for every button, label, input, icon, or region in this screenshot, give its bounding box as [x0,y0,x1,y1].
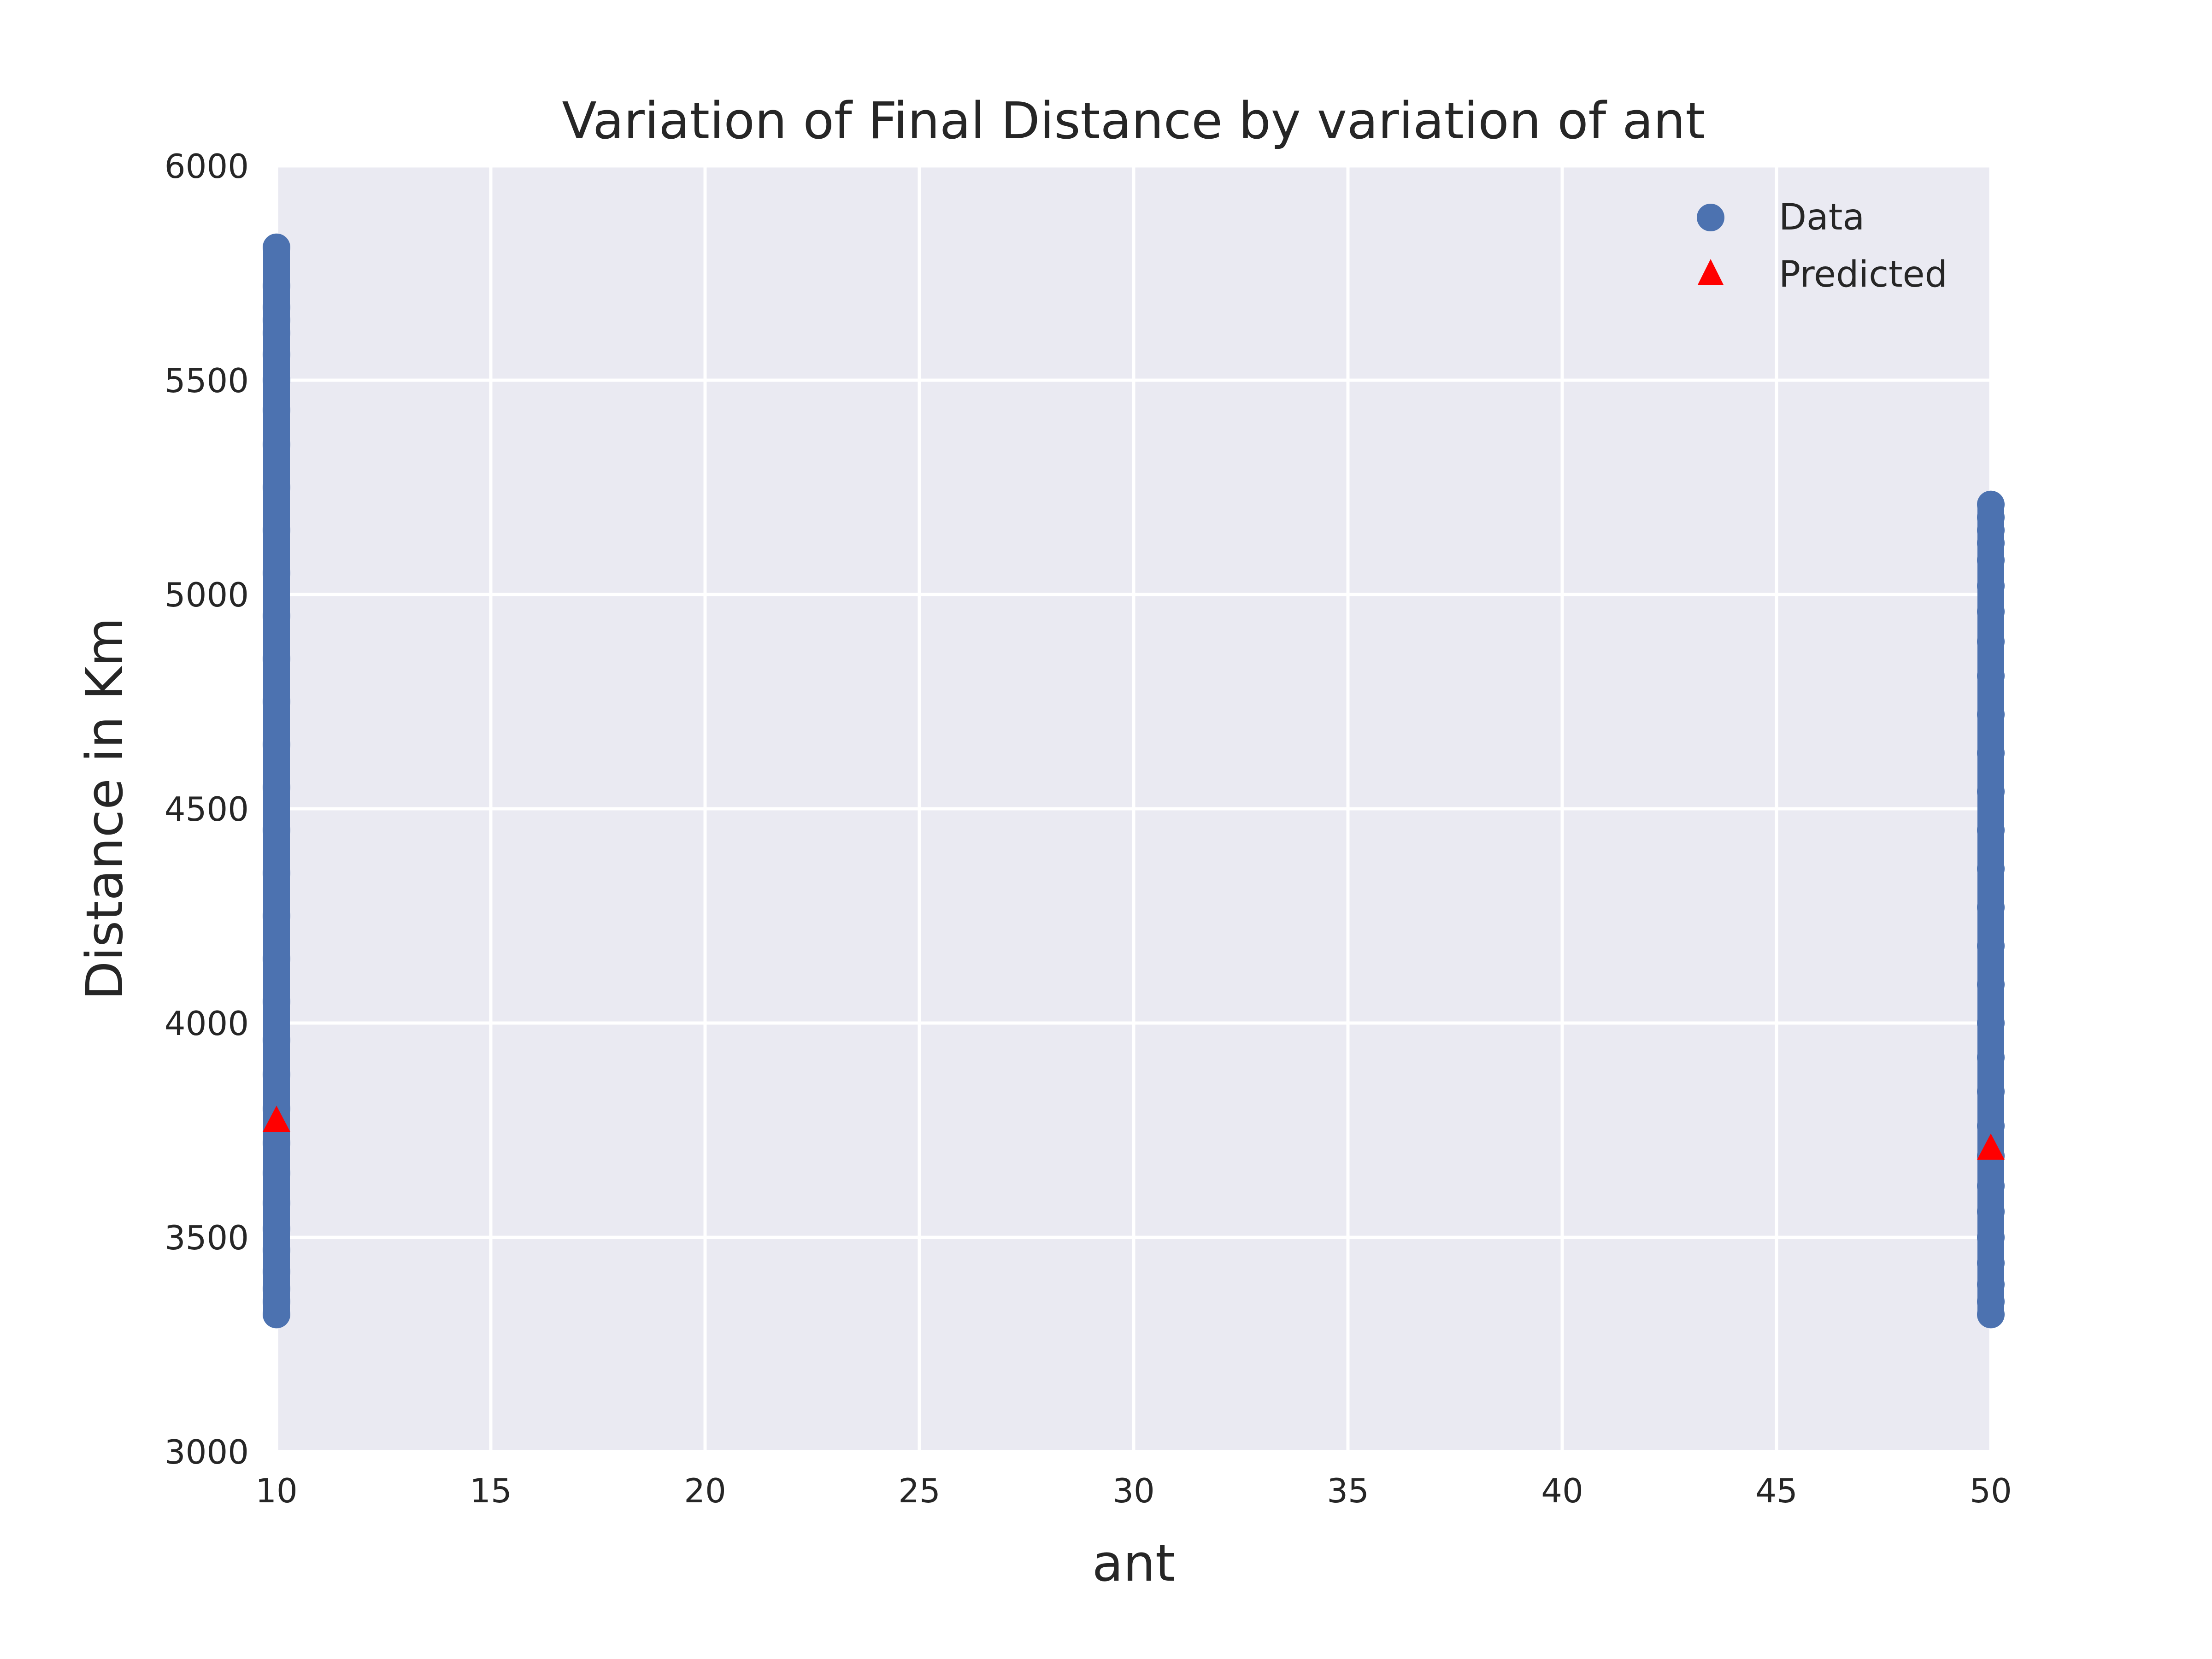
chart-title: Variation of Final Distance by variation… [562,91,1706,150]
x-tick-labels: 10 15 20 25 30 35 40 45 50 [255,1471,2012,1510]
x-tick-label: 30 [1112,1471,1155,1510]
x-tick-label: 15 [470,1471,512,1510]
y-tick-labels: 3000 3500 4000 4500 5000 5500 6000 [165,147,249,1471]
x-tick-label: 10 [255,1471,298,1510]
y-tick-label: 6000 [165,147,249,186]
grid [275,164,1993,1453]
x-tick-label: 45 [1755,1471,1798,1510]
legend: Data Predicted [1697,197,1947,295]
legend-predicted-marker [1698,259,1724,285]
legend-data-marker [1697,204,1724,231]
legend-predicted-label: Predicted [1779,254,1947,295]
y-axis-label: Distance in Km [75,618,134,1000]
data-series [263,233,2005,1329]
y-tick-label: 3000 [165,1433,249,1471]
x-tick-label: 25 [898,1471,941,1510]
x-tick-label: 20 [684,1471,726,1510]
y-tick-label: 3500 [165,1218,249,1257]
legend-data-label: Data [1779,197,1865,238]
predicted-point [1977,1133,2005,1160]
y-tick-label: 5500 [165,361,249,400]
x-axis-label: ant [1092,1534,1175,1593]
predicted-series [263,1106,2005,1160]
y-tick-label: 4000 [165,1004,249,1043]
y-tick-label: 4500 [165,790,249,829]
predicted-point [263,1106,290,1132]
x-tick-label: 40 [1541,1471,1583,1510]
x-tick-label: 50 [1970,1471,2012,1510]
y-tick-label: 5000 [165,576,249,614]
x-tick-label: 35 [1327,1471,1369,1510]
